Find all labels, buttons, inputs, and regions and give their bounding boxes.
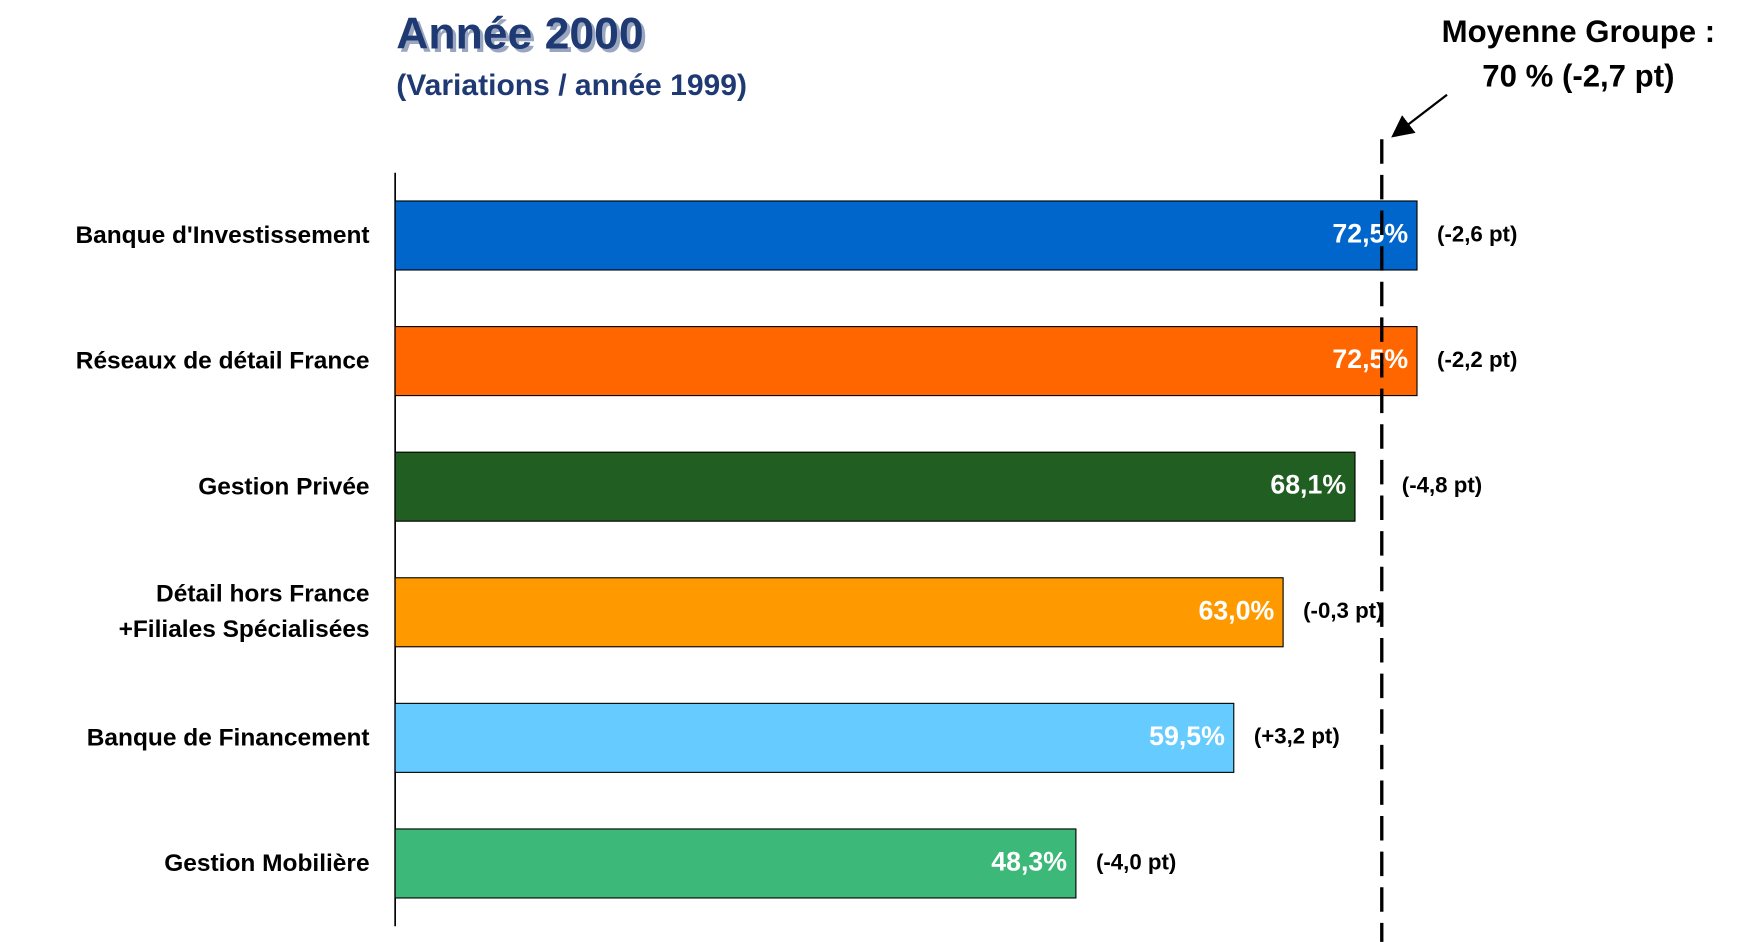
bar	[394, 451, 1356, 522]
value-label: 72,5%	[1332, 344, 1408, 374]
bar	[394, 702, 1235, 773]
title-shadow: Année 2000	[400, 13, 647, 62]
change-label: (-0,3 pt)	[1303, 598, 1383, 623]
bar	[394, 326, 1418, 397]
change-label: (-2,6 pt)	[1437, 221, 1517, 246]
value-label: 48,3%	[991, 847, 1067, 877]
chart-subtitle: (Variations / année 1999)	[396, 69, 747, 102]
bar	[394, 577, 1284, 648]
change-label: (-4,8 pt)	[1402, 473, 1482, 498]
change-label: (-2,2 pt)	[1437, 347, 1517, 372]
reference-arrow	[1391, 93, 1448, 138]
category-label: Gestion Mobilière	[164, 850, 369, 877]
change-label: (+3,2 pt)	[1254, 724, 1340, 749]
value-label: 59,5%	[1149, 721, 1225, 751]
bar	[394, 828, 1077, 899]
value-label: 63,0%	[1198, 595, 1274, 625]
change-label: (-4,0 pt)	[1096, 849, 1176, 874]
reference-label: Moyenne Groupe :	[1442, 14, 1716, 49]
category-label: Banque de Financement	[87, 724, 370, 751]
category-label: Réseaux de détail France	[76, 348, 370, 375]
bar	[394, 200, 1418, 271]
category-label: Banque d'Investissement	[75, 222, 369, 249]
value-label: 68,1%	[1270, 470, 1346, 500]
value-label: 72,5%	[1332, 219, 1408, 249]
category-label: Détail hors France +Filiales Spécialisées	[119, 581, 370, 644]
category-label: Gestion Privée	[198, 473, 369, 500]
reference-label: 70 % (-2,7 pt)	[1482, 58, 1674, 93]
chart-title: Année 2000	[396, 10, 643, 59]
